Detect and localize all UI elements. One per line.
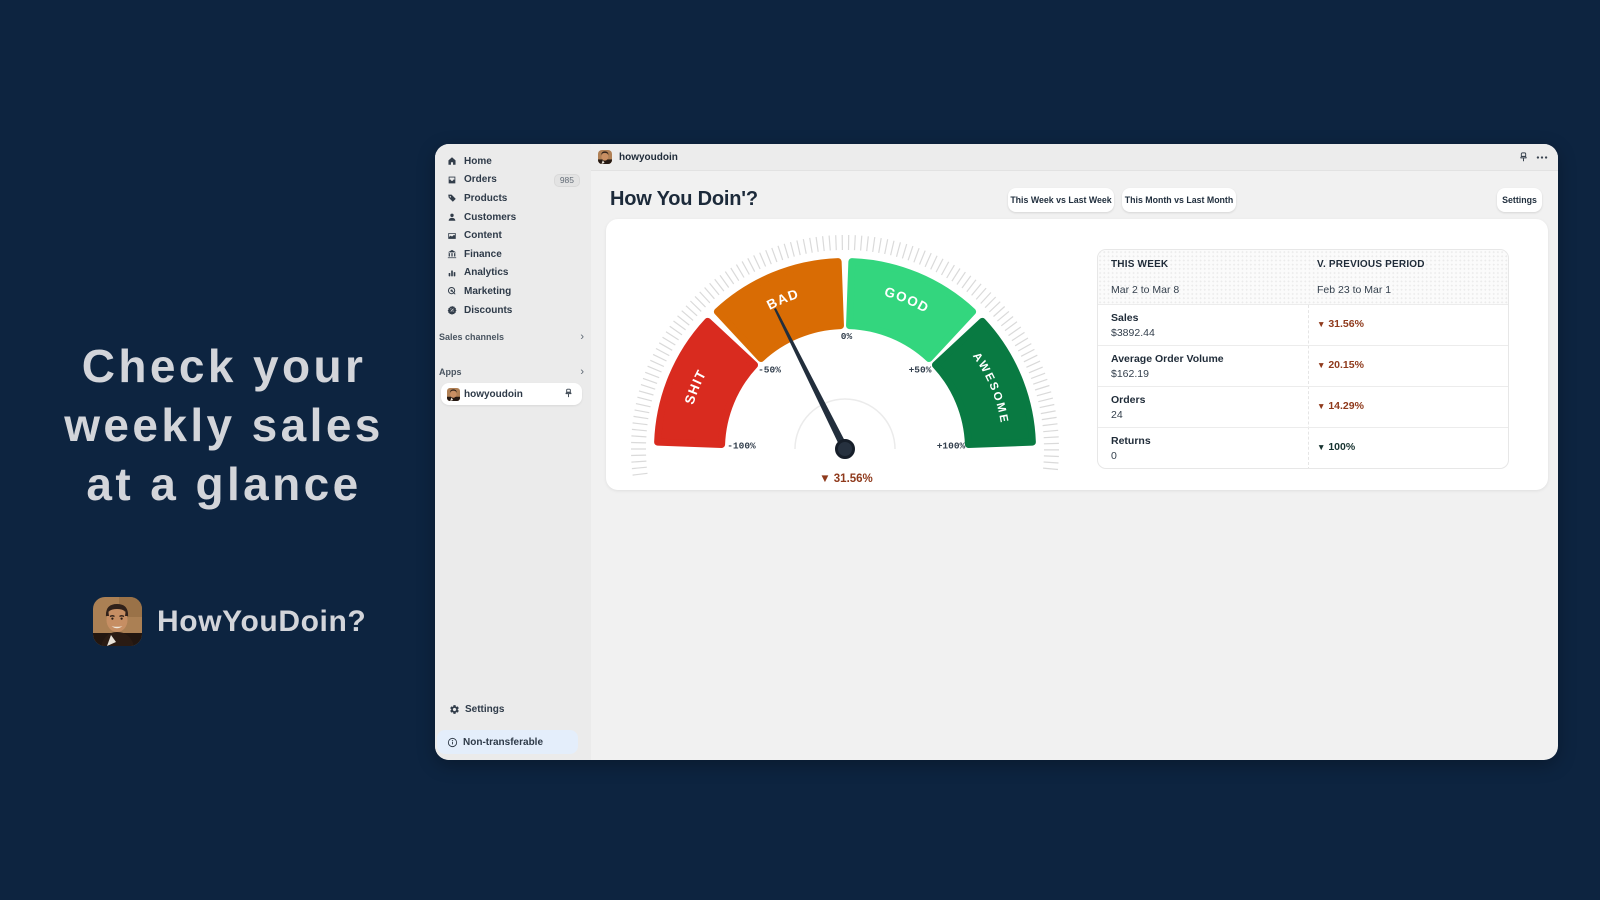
svg-text:▼ 31.56%: ▼ 31.56% (819, 473, 873, 485)
svg-text:+50%: +50% (909, 365, 932, 376)
svg-text:-50%: -50% (758, 365, 781, 376)
svg-text:0%: 0% (841, 331, 853, 342)
svg-text:-100%: -100% (727, 441, 756, 452)
svg-text:+100%: +100% (937, 441, 966, 452)
